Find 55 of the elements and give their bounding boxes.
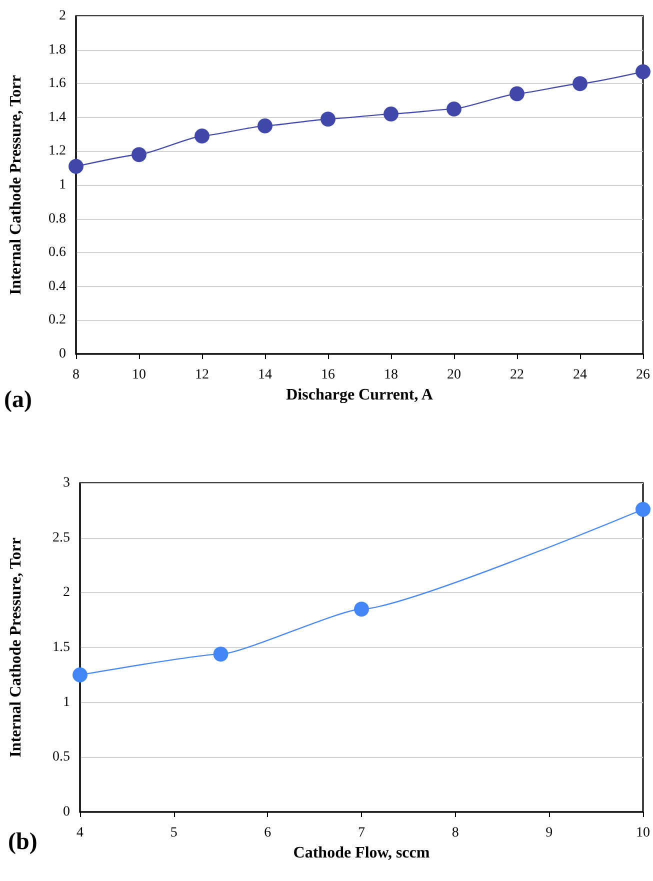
y-tick-label: 1 xyxy=(59,178,66,192)
y-tick-label: 1.8 xyxy=(48,42,66,58)
point xyxy=(510,86,524,102)
x-tick-label: 8 xyxy=(72,368,80,382)
point xyxy=(636,64,650,80)
x-tick-label: 26 xyxy=(636,368,650,382)
point xyxy=(384,106,398,122)
point xyxy=(354,602,369,617)
text: (b) xyxy=(8,829,38,855)
y-tick-label: 1 xyxy=(63,694,70,710)
y-tick-label: 0.4 xyxy=(48,278,66,294)
x-tick-label: 4 xyxy=(76,826,84,840)
x-tick-label: 10 xyxy=(132,368,146,382)
point xyxy=(72,667,88,682)
point xyxy=(194,128,210,144)
y-tick-label: 2.5 xyxy=(52,530,70,546)
y-tick-label: 0.5 xyxy=(52,750,70,765)
point xyxy=(320,112,336,127)
y-tick-label: 1.5 xyxy=(52,640,70,655)
y-tick-label: 1.4 xyxy=(48,110,66,125)
y-tick-label: 1.6 xyxy=(48,76,66,92)
point xyxy=(446,101,462,116)
y-tick-label: 0.6 xyxy=(48,245,66,260)
point xyxy=(68,158,84,174)
x-tick-label: 7 xyxy=(358,826,365,840)
y-tick-label: 2 xyxy=(63,585,70,600)
x-tick-label: 9 xyxy=(546,826,553,840)
y-tick-label: 0 xyxy=(59,346,66,362)
y-axis-title: Internal Cathode Pressure, Torr xyxy=(8,75,24,295)
x-tick-label: 16 xyxy=(321,368,335,382)
x-axis-title: Discharge Current, A xyxy=(286,386,434,404)
y-tick-label: 0.2 xyxy=(48,312,66,328)
x-tick-label: 8 xyxy=(452,826,459,840)
x-tick-label: 10 xyxy=(636,826,650,840)
point xyxy=(132,147,146,162)
y-tick-label: 3 xyxy=(63,476,70,490)
point xyxy=(213,646,228,662)
x-tick-label: 24 xyxy=(573,368,587,382)
y-tick-label: 0 xyxy=(63,804,70,820)
y-tick-label: 1.2 xyxy=(48,144,66,159)
point xyxy=(258,118,272,134)
x-tick-label: 18 xyxy=(384,368,398,382)
point xyxy=(636,502,650,517)
x-tick-label: 20 xyxy=(447,368,461,382)
x-tick-label: 6 xyxy=(264,826,272,840)
y-tick-label: 2 xyxy=(59,8,66,24)
y-axis-title: Internal Cathode Pressure, Torr xyxy=(8,538,24,758)
text: (a) xyxy=(4,387,32,413)
x-tick-label: 22 xyxy=(510,368,524,382)
x-tick-label: 12 xyxy=(195,368,209,382)
x-axis-title: Cathode Flow, sccm xyxy=(293,844,430,862)
y-tick-label: 0.8 xyxy=(48,211,66,226)
x-tick-label: 5 xyxy=(170,826,178,840)
point xyxy=(572,76,588,92)
x-tick-label: 14 xyxy=(258,368,272,382)
